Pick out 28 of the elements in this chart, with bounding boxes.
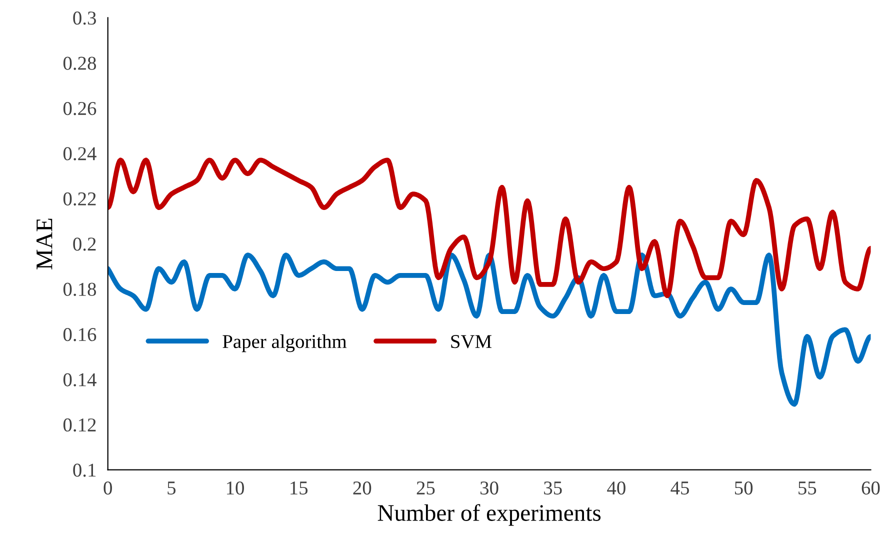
x-tick-label: 45 (670, 482, 689, 495)
x-axis-title: Number of experiments (378, 504, 601, 526)
y-axis-title: MAE (36, 218, 52, 270)
y-tick-label: 0.26 (63, 102, 96, 116)
x-tick-label: 10 (226, 481, 244, 495)
legend-label: Paper algorithm (222, 334, 347, 352)
x-tick-label: 0 (104, 481, 112, 495)
x-tick-label: 15 (290, 482, 308, 495)
y-tick-label: 0.12 (63, 418, 96, 432)
legend-label: SVM (451, 335, 492, 348)
y-tick-label: 0.28 (63, 56, 96, 70)
x-tick-label: 50 (735, 481, 753, 495)
x-tick-label: 60 (862, 481, 880, 495)
y-tick-label: 0.22 (63, 192, 96, 206)
y-tick-label: 0.14 (63, 373, 96, 386)
y-tick-label: 0.24 (63, 147, 96, 160)
y-tick-label: 0.2 (73, 238, 96, 251)
x-tick-label: 20 (353, 481, 372, 495)
y-tick-label: 0.1 (73, 464, 96, 477)
y-tick-label: 0.3 (73, 12, 96, 25)
y-tick-label: 0.18 (63, 282, 96, 296)
x-tick-label: 25 (416, 482, 435, 495)
x-tick-label: 40 (607, 481, 626, 495)
x-tick-label: 55 (798, 482, 816, 495)
x-tick-label: 5 (168, 482, 176, 495)
x-tick-label: 30 (480, 481, 498, 495)
x-tick-label: 35 (544, 482, 562, 495)
y-tick-label: 0.16 (63, 328, 96, 342)
